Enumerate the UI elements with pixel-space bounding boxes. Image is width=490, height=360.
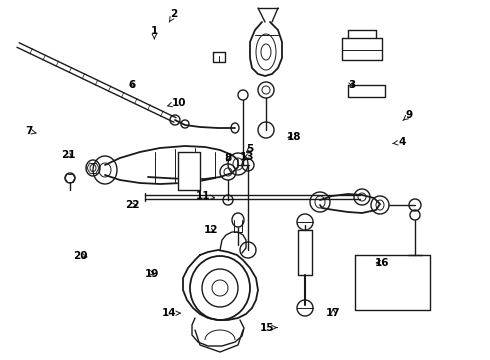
Polygon shape <box>342 38 382 60</box>
Text: 17: 17 <box>326 308 341 318</box>
Text: 16: 16 <box>375 258 390 268</box>
Polygon shape <box>178 152 200 190</box>
Text: 14: 14 <box>162 308 180 318</box>
Polygon shape <box>298 230 312 275</box>
Text: 8: 8 <box>224 153 231 163</box>
Text: 20: 20 <box>74 251 88 261</box>
Text: 10: 10 <box>168 98 186 108</box>
Text: 15: 15 <box>260 323 277 333</box>
Text: 21: 21 <box>61 150 76 160</box>
Text: 6: 6 <box>129 80 136 90</box>
Text: 5: 5 <box>246 144 253 154</box>
Text: 19: 19 <box>145 269 159 279</box>
Text: 11: 11 <box>196 191 215 201</box>
Text: 4: 4 <box>392 137 406 147</box>
Polygon shape <box>348 85 385 97</box>
Text: 22: 22 <box>125 200 140 210</box>
Text: 2: 2 <box>169 9 177 22</box>
Text: 9: 9 <box>403 110 413 121</box>
Polygon shape <box>213 52 225 62</box>
Text: 3: 3 <box>348 80 355 90</box>
Text: 18: 18 <box>287 132 301 142</box>
Text: 7: 7 <box>25 126 36 136</box>
Text: 1: 1 <box>151 26 158 39</box>
Text: 13: 13 <box>240 152 255 162</box>
Text: 12: 12 <box>203 225 218 235</box>
